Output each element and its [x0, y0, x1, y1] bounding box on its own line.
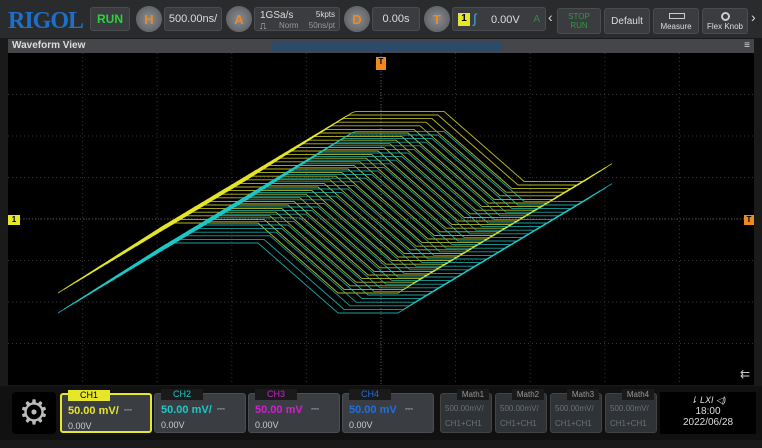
waveform-canvas	[8, 53, 754, 385]
timebase-display[interactable]: 500.00ns/	[164, 7, 222, 31]
trigger-source-badge: 1	[458, 13, 470, 26]
math-label: Math2	[512, 389, 544, 400]
channel-label: CH2	[161, 389, 203, 400]
rising-edge-icon: ∫	[473, 11, 477, 26]
dc-coupling-icon: ⎓	[311, 404, 319, 415]
pulse-icon: ⎍	[260, 21, 267, 31]
math-source: CH1+CH1	[610, 419, 647, 428]
status-area[interactable]: ⇂ LXI ◁) 18:00 2022/06/28	[660, 392, 756, 434]
flex-knob-label: Flex Knob	[706, 22, 744, 31]
math-3-box[interactable]: Math3 500.00mV/ CH1+CH1	[550, 389, 602, 433]
math-scale: 500.00mV/	[610, 404, 649, 413]
math-source: CH1+CH1	[555, 419, 592, 428]
top-toolbar: RIGOL RUN H 500.00ns/ A 1GSa/s 5kpts ⎍ N…	[0, 0, 762, 38]
channel-scale: 50.00 mV/	[161, 404, 212, 416]
horizontal-button[interactable]: H	[136, 6, 162, 32]
dc-coupling-icon: ⎓	[217, 404, 225, 415]
math-scale: 500.00mV/	[445, 404, 484, 413]
trigger-status: A	[533, 14, 540, 25]
memory-depth: 5kpts	[315, 10, 335, 19]
memory-overview-bar[interactable]	[272, 41, 502, 51]
math-4-box[interactable]: Math4 500.00mV/ CH1+CH1	[605, 389, 657, 433]
ch1-offset-marker[interactable]: 1	[8, 215, 20, 225]
trigger-position-marker[interactable]: T	[376, 57, 386, 70]
waveform-view-header: Waveform View ≡	[8, 39, 754, 53]
collapse-icon[interactable]: ⇇	[739, 367, 750, 381]
bottom-bar: ⚙ CH1 50.00 mV/ ⎓ 0.00V CH2 50.00 mV/ ⎓ 0…	[0, 386, 762, 440]
channel-scale: 50.00 mV	[255, 404, 303, 416]
math-1-box[interactable]: Math1 500.00mV/ CH1+CH1	[440, 389, 492, 433]
run-button[interactable]: RUN	[90, 7, 130, 31]
menu-icon[interactable]: ≡	[744, 40, 750, 51]
channel-scale: 50.00 mV/	[68, 405, 119, 417]
acquire-info[interactable]: 1GSa/s 5kpts ⎍ Norm 50ns/pt	[254, 7, 340, 31]
trigger-button[interactable]: T	[424, 6, 450, 32]
measure-label: Measure	[660, 22, 692, 31]
math-label: Math3	[567, 389, 599, 400]
math-source: CH1+CH1	[445, 419, 482, 428]
stop-run-button[interactable]: STOP RUN	[557, 8, 601, 34]
trigger-info[interactable]: 1 ∫ 0.00V A	[452, 7, 546, 31]
math-scale: 500.00mV/	[500, 404, 539, 413]
usb-lxi-speaker-icons: ⇂ LXI ◁)	[690, 395, 726, 405]
delay-button[interactable]: D	[344, 6, 370, 32]
scroll-right-button[interactable]: ›	[751, 9, 756, 25]
channel-label: CH1	[68, 390, 110, 401]
math-scale: 500.00mV/	[555, 404, 594, 413]
sample-rate: 1GSa/s	[260, 10, 294, 21]
channel-offset: 0.00V	[349, 420, 373, 430]
channel-3-box[interactable]: CH3 50.00 mV ⎓ 0.00V	[248, 389, 340, 433]
measure-button[interactable]: Measure	[653, 8, 699, 34]
channel-offset: 0.00V	[255, 420, 279, 430]
knob-icon	[721, 12, 730, 21]
channel-4-box[interactable]: CH4 50.00 mV ⎓ 0.00V	[342, 389, 434, 433]
rigol-logo: RIGOL	[8, 8, 84, 34]
acquire-mode: Norm	[279, 21, 299, 30]
clock-date: 2022/06/28	[682, 417, 734, 428]
channel-2-box[interactable]: CH2 50.00 mV/ ⎓ 0.00V	[154, 389, 246, 433]
channel-label: CH4	[349, 389, 391, 400]
delay-display[interactable]: 0.00s	[372, 7, 420, 31]
clock-time: 18:00	[695, 406, 721, 417]
acquire-button[interactable]: A	[226, 6, 252, 32]
waveform-display[interactable]: T 1 T ⇇	[8, 53, 754, 385]
scroll-left-button[interactable]: ‹	[548, 9, 553, 25]
dc-coupling-icon: ⎓	[405, 404, 413, 415]
channel-scale: 50.00 mV	[349, 404, 397, 416]
channel-label: CH3	[255, 389, 297, 400]
math-2-box[interactable]: Math2 500.00mV/ CH1+CH1	[495, 389, 547, 433]
trigger-level-marker[interactable]: T	[744, 215, 754, 225]
math-label: Math1	[457, 389, 489, 400]
math-label: Math4	[622, 389, 654, 400]
waveform-trace	[243, 130, 613, 202]
trigger-level: 0.00V	[491, 14, 520, 26]
waveform-view-title: Waveform View	[12, 40, 86, 51]
waveform-trace	[243, 110, 613, 182]
time-per-point: 50ns/pt	[308, 21, 335, 30]
math-source: CH1+CH1	[500, 419, 537, 428]
flex-knob-button[interactable]: Flex Knob	[702, 8, 748, 34]
channel-1-box[interactable]: CH1 50.00 mV/ ⎓ 0.00V	[60, 390, 152, 433]
ruler-icon	[669, 13, 685, 19]
default-button[interactable]: Default	[604, 8, 650, 34]
gear-icon[interactable]: ⚙	[12, 392, 56, 434]
dc-coupling-icon: ⎓	[124, 405, 132, 416]
channel-offset: 0.00V	[68, 421, 92, 431]
channel-offset: 0.00V	[161, 420, 185, 430]
